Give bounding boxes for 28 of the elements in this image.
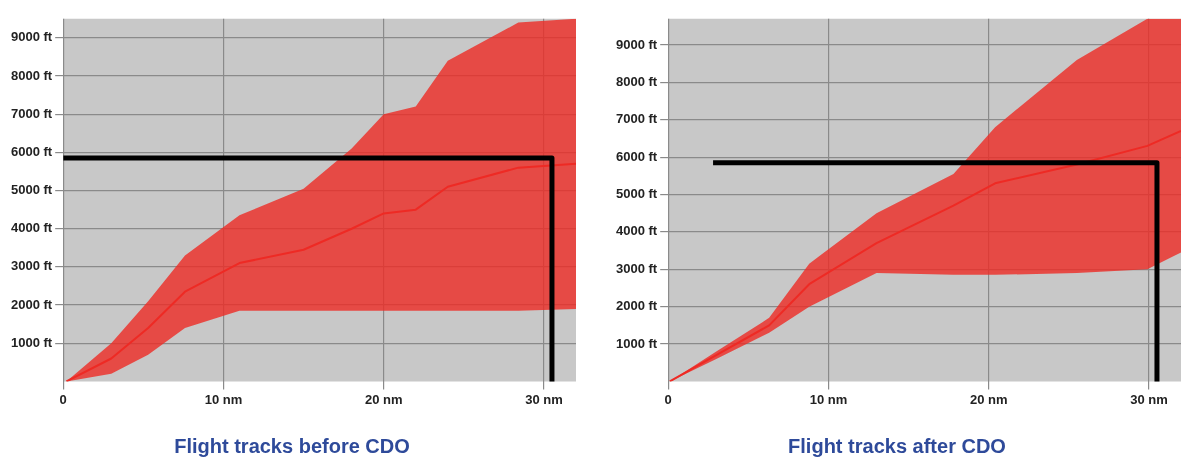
- x-tick-label: 0: [664, 391, 672, 407]
- y-tick-label: 6000 ft: [10, 143, 53, 159]
- y-tick-label: 3000 ft: [615, 260, 658, 276]
- x-tick-label: 30 nm: [525, 391, 563, 407]
- y-tick-label: 1000 ft: [10, 334, 53, 350]
- x-tick-label: 30 nm: [1130, 391, 1168, 407]
- y-tick-label: 8000 ft: [615, 73, 658, 89]
- x-tick-label: 20 nm: [969, 391, 1008, 407]
- y-tick-label: 7000 ft: [615, 111, 658, 127]
- y-tick-label: 6000 ft: [615, 148, 658, 164]
- x-tick-label: 10 nm: [204, 391, 243, 407]
- y-tick-label: 7000 ft: [10, 105, 53, 121]
- text: Flight tracks after CDO: [788, 434, 1006, 457]
- y-tick-label: 2000 ft: [615, 298, 658, 314]
- x-tick-label: 0: [59, 391, 67, 407]
- text: Flight tracks before CDO: [174, 434, 410, 457]
- y-tick-label: 2000 ft: [10, 296, 53, 312]
- x-tick-label: 10 nm: [809, 391, 848, 407]
- y-tick-label: 9000 ft: [10, 29, 53, 45]
- y-tick-label: 3000 ft: [10, 258, 53, 274]
- y-tick-label: 5000 ft: [10, 182, 53, 198]
- y-tick-label: 8000 ft: [10, 67, 53, 83]
- y-tick-label: 4000 ft: [615, 223, 658, 239]
- y-tick-label: 9000 ft: [615, 36, 658, 52]
- y-tick-label: 5000 ft: [615, 186, 658, 202]
- x-tick-label: 20 nm: [364, 391, 403, 407]
- y-tick-label: 4000 ft: [10, 220, 53, 236]
- y-tick-label: 1000 ft: [615, 335, 658, 351]
